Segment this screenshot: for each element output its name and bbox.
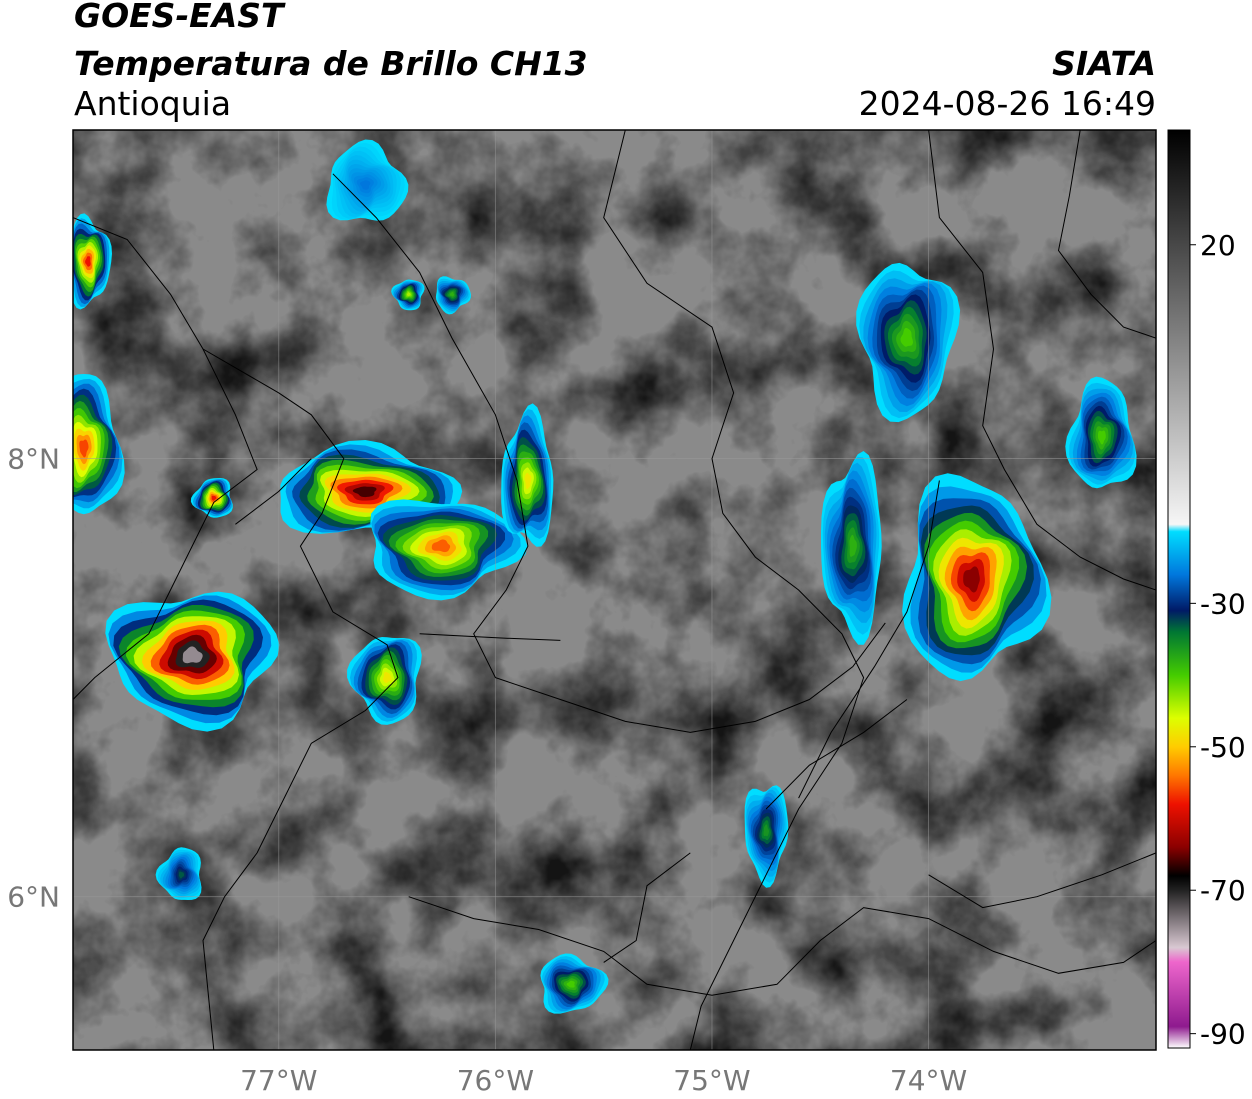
storm-cell-east-north <box>856 262 961 423</box>
storm-contour <box>406 292 411 297</box>
region-label: Antioquia <box>74 84 232 123</box>
axis-labels: 77°W 76°W 75°W 74°W 8°N 6°N <box>7 443 967 1097</box>
boundary-line <box>419 633 561 641</box>
storm-contour <box>524 472 532 489</box>
storm-cell-east-big <box>902 473 1052 682</box>
colorbar-tick-label: -50 <box>1200 731 1246 764</box>
storm-cell-south-center <box>540 953 609 1014</box>
storm-cell-uraba-large <box>105 591 280 732</box>
storm-contour <box>382 671 392 683</box>
boundary-line <box>332 173 886 733</box>
boundary-line <box>408 896 1156 996</box>
storm-cell-far-east <box>1065 376 1137 489</box>
timestamp-label: 2024-08-26 16:49 <box>858 84 1156 123</box>
storm-contour <box>763 824 769 837</box>
storm-contour <box>900 327 913 347</box>
storm-contour <box>963 566 980 593</box>
colorbar-scale <box>1167 129 1191 1049</box>
boundary-line <box>798 480 940 799</box>
convective-cells <box>73 139 1137 1014</box>
colorbar-tick-label: 20 <box>1200 229 1236 262</box>
boundary-line <box>928 130 1156 591</box>
colorbar-tick-label: -30 <box>1200 587 1246 620</box>
colorbar-tick-label: -70 <box>1200 874 1246 907</box>
satellite-title: GOES-EAST <box>74 0 284 35</box>
map-frame <box>72 129 1157 1051</box>
political-boundaries <box>73 130 1156 1050</box>
storm-cell-sw-small <box>155 847 202 900</box>
storm-cell-nw-edge <box>73 213 112 310</box>
storm-contour <box>85 256 91 267</box>
storm-cell-ne-band <box>501 403 554 547</box>
boundary-line <box>73 217 258 700</box>
lon-tick-label: 77°W <box>240 1064 317 1097</box>
lat-tick-label: 6°N <box>7 881 60 914</box>
colorbar: 20 -30 -50 -70 -90 <box>1167 129 1246 1051</box>
product-title: Temperatura de Brillo CH13 <box>74 44 588 83</box>
storm-contour <box>1098 430 1106 445</box>
storm-cell-mid-body <box>370 499 528 601</box>
storm-cell-east-mid <box>821 451 882 645</box>
lon-tick-label: 75°W <box>673 1064 750 1097</box>
boundary-line <box>235 458 312 525</box>
boundary-line <box>765 699 908 810</box>
colorbar-tick-label: -90 <box>1200 1018 1246 1051</box>
storm-contour <box>360 180 371 190</box>
lon-tick-label: 74°W <box>890 1064 967 1097</box>
boundary-line <box>928 852 1156 909</box>
storm-contour <box>79 439 89 458</box>
lon-tick-label: 76°W <box>457 1064 534 1097</box>
storm-cell-mid-tail <box>347 637 422 725</box>
storm-cell-north-small2 <box>391 279 425 311</box>
storm-cell-w-edge <box>73 374 125 515</box>
storm-contour <box>431 539 451 553</box>
storm-cell-north-cyan <box>326 139 409 221</box>
storm-cell-south-east <box>744 785 789 888</box>
boundary-line <box>1057 130 1156 339</box>
storm-cell-north-small <box>435 276 471 315</box>
map-area <box>73 130 1156 1050</box>
boundary-line <box>603 852 691 963</box>
storm-contour <box>178 871 185 879</box>
lat-tick-label: 8°N <box>7 443 60 476</box>
boundary-line <box>202 348 399 1050</box>
storm-contour <box>352 486 377 498</box>
storm-cell-uraba-small <box>190 478 233 518</box>
storm-contour <box>182 646 203 664</box>
storm-contour <box>849 534 857 557</box>
gridlines <box>73 130 1156 1050</box>
storm-contour <box>211 495 217 501</box>
boundary-line <box>603 130 865 1050</box>
agency-label: SIATA <box>1052 44 1156 83</box>
storm-contour <box>449 291 455 297</box>
storm-contour <box>566 980 575 988</box>
